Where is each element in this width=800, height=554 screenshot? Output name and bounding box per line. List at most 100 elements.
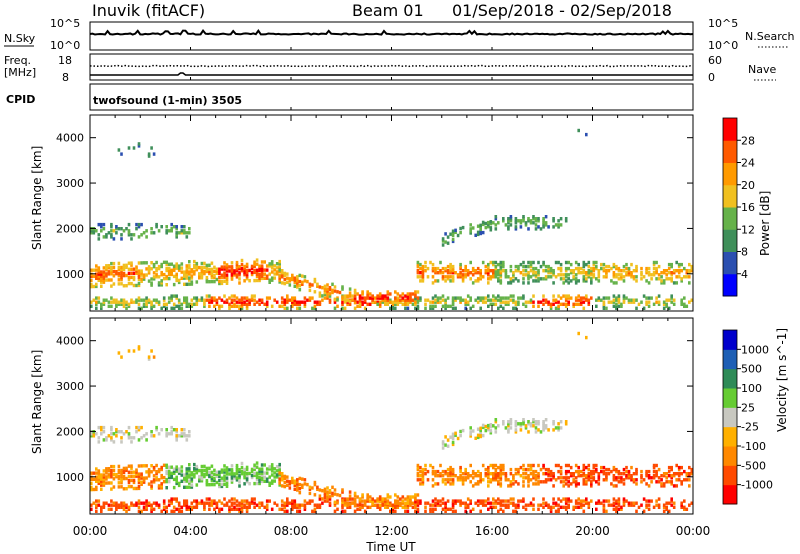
velocity-cell (574, 505, 578, 509)
velocity-cell (549, 472, 553, 476)
power-cell (240, 296, 244, 300)
velocity-cell (667, 480, 671, 484)
velocity-cell (637, 505, 641, 509)
velocity-cell (321, 501, 324, 505)
power-cell (200, 276, 204, 280)
power-cell (378, 294, 382, 298)
power-cell (208, 300, 211, 304)
velocity-cell (155, 501, 158, 505)
velocity-cell (188, 463, 191, 467)
power-cell (434, 294, 437, 298)
power-cell (461, 277, 465, 281)
velocity-cell (270, 469, 274, 473)
power-cell (245, 302, 249, 306)
velocity-cell (162, 463, 166, 467)
power-cell (361, 300, 364, 304)
velocity-cell (680, 482, 683, 486)
velocity-cell (250, 501, 254, 505)
velocity-cell (366, 493, 369, 497)
velocity-cell (102, 505, 106, 509)
velocity-cell (622, 503, 626, 507)
velocity-cell (140, 472, 143, 476)
power-cell (411, 292, 415, 296)
colorbar-tick-label: -100 (741, 440, 766, 453)
velocity-cell (617, 472, 621, 476)
velocity-cell (479, 434, 482, 439)
power-cell (582, 277, 586, 281)
velocity-cell (396, 499, 400, 503)
velocity-cell (406, 503, 410, 507)
velocity-cell (195, 464, 199, 469)
velocity-cell (459, 433, 462, 438)
velocity-cell (233, 497, 236, 501)
power-cell (557, 225, 560, 229)
power-cell (670, 271, 673, 275)
power-cell (183, 298, 186, 302)
velocity-cell (612, 501, 616, 505)
power-cell (564, 279, 568, 283)
colorbar-tick-label: 100 (741, 382, 762, 395)
power-cell (439, 260, 442, 265)
velocity-cell (451, 467, 455, 472)
velocity-cell (95, 467, 98, 471)
velocity-cell (298, 482, 302, 487)
velocity-cell (152, 501, 156, 505)
velocity-cell (313, 507, 317, 511)
power-cell (220, 273, 224, 277)
velocity-cell (494, 469, 498, 474)
power-cell (615, 273, 618, 277)
power-cell (378, 302, 382, 306)
power-cell (160, 306, 163, 310)
velocity-cell (258, 481, 261, 486)
power-cell (97, 237, 101, 241)
velocity-cell (250, 497, 254, 501)
velocity-cell (665, 501, 668, 505)
velocity-cell (233, 507, 236, 511)
power-cell (137, 283, 141, 288)
velocity-cell (464, 472, 467, 476)
velocity-cell (260, 479, 264, 484)
power-cell (95, 268, 98, 272)
velocity-cell (451, 436, 455, 440)
velocity-cell (662, 474, 666, 478)
power-cell (333, 297, 337, 301)
power-cell (401, 298, 405, 302)
power-cell (278, 276, 281, 280)
power-cell (574, 273, 578, 277)
x-tick-label: 20:00 (575, 524, 610, 538)
power-cell (205, 267, 209, 272)
velocity-cell (647, 499, 651, 503)
velocity-cell (577, 331, 580, 336)
velocity-cell (419, 478, 422, 482)
power-cell (137, 273, 141, 277)
power-cell (110, 229, 113, 233)
power-cell (260, 276, 264, 281)
power-cell (451, 231, 455, 235)
power-cell (120, 271, 123, 276)
power-cell (667, 306, 671, 310)
velocity-cell (150, 503, 153, 507)
velocity-cell (499, 474, 503, 478)
power-cell (147, 269, 151, 273)
velocity-cell (255, 473, 259, 478)
velocity-cell (487, 501, 490, 505)
power-cell (316, 282, 319, 286)
cpid-label: CPID (6, 93, 35, 106)
power-cell (494, 275, 498, 279)
power-cell (100, 284, 103, 288)
power-cell (552, 298, 555, 302)
velocity-cell (559, 476, 563, 480)
power-cell (577, 266, 580, 271)
power-cell (122, 271, 126, 276)
power-cell (532, 221, 535, 225)
power-cell (670, 273, 673, 277)
power-cell (527, 281, 530, 285)
power-cell (612, 281, 616, 285)
velocity-cell (275, 503, 279, 507)
velocity-cell (499, 463, 503, 468)
velocity-cell (517, 469, 520, 474)
velocity-cell (615, 476, 618, 480)
velocity-cell (544, 480, 548, 484)
power-cell (451, 269, 455, 273)
velocity-cell (225, 472, 229, 476)
